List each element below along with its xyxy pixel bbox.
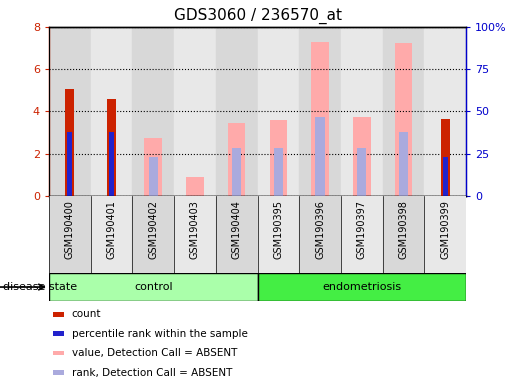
Bar bbox=[107, 99, 116, 196]
Bar bbox=[53, 371, 63, 375]
Bar bbox=[274, 148, 283, 196]
Bar bbox=[174, 196, 216, 273]
Bar bbox=[65, 89, 74, 196]
Bar bbox=[186, 177, 204, 196]
Bar bbox=[441, 119, 450, 196]
Bar bbox=[383, 196, 424, 273]
Bar bbox=[353, 117, 371, 196]
Bar bbox=[216, 196, 258, 273]
Text: GSM190404: GSM190404 bbox=[232, 200, 242, 258]
Text: GSM190395: GSM190395 bbox=[273, 200, 283, 259]
Text: control: control bbox=[134, 282, 173, 292]
Text: count: count bbox=[72, 309, 101, 319]
Bar bbox=[53, 351, 63, 356]
Text: GSM190399: GSM190399 bbox=[440, 200, 450, 258]
Text: GSM190403: GSM190403 bbox=[190, 200, 200, 258]
Bar bbox=[269, 120, 287, 196]
Bar bbox=[232, 148, 241, 196]
Bar bbox=[49, 27, 91, 196]
Bar bbox=[341, 27, 383, 196]
Text: endometriosis: endometriosis bbox=[322, 282, 401, 292]
Bar bbox=[216, 27, 258, 196]
Text: GSM190396: GSM190396 bbox=[315, 200, 325, 258]
Bar bbox=[49, 273, 258, 301]
Bar bbox=[311, 42, 329, 196]
Bar bbox=[132, 27, 174, 196]
Bar bbox=[341, 196, 383, 273]
Text: value, Detection Call = ABSENT: value, Detection Call = ABSENT bbox=[72, 348, 237, 358]
Bar bbox=[443, 157, 448, 196]
Bar bbox=[424, 27, 466, 196]
Bar bbox=[49, 196, 91, 273]
Bar bbox=[383, 27, 424, 196]
Bar bbox=[91, 196, 132, 273]
Bar bbox=[132, 196, 174, 273]
Text: GSM190398: GSM190398 bbox=[399, 200, 408, 258]
Bar bbox=[228, 123, 246, 196]
Bar bbox=[299, 196, 341, 273]
Bar bbox=[109, 132, 114, 196]
Bar bbox=[53, 331, 63, 336]
Bar bbox=[53, 312, 63, 316]
Bar bbox=[394, 43, 413, 196]
Text: percentile rank within the sample: percentile rank within the sample bbox=[72, 329, 248, 339]
Text: rank, Detection Call = ABSENT: rank, Detection Call = ABSENT bbox=[72, 367, 232, 378]
Title: GDS3060 / 236570_at: GDS3060 / 236570_at bbox=[174, 8, 341, 24]
Bar bbox=[258, 196, 299, 273]
Bar bbox=[258, 273, 466, 301]
Bar bbox=[357, 148, 366, 196]
Bar bbox=[144, 138, 162, 196]
Bar bbox=[399, 132, 408, 196]
Text: disease state: disease state bbox=[3, 282, 77, 292]
Bar bbox=[91, 27, 132, 196]
Text: GSM190400: GSM190400 bbox=[65, 200, 75, 258]
Text: GSM190402: GSM190402 bbox=[148, 200, 158, 259]
Text: GSM190401: GSM190401 bbox=[107, 200, 116, 258]
Bar bbox=[258, 27, 299, 196]
Bar bbox=[174, 27, 216, 196]
Bar bbox=[67, 132, 72, 196]
Text: GSM190397: GSM190397 bbox=[357, 200, 367, 259]
Bar bbox=[149, 157, 158, 196]
Bar bbox=[424, 196, 466, 273]
Bar bbox=[316, 117, 324, 196]
Bar bbox=[299, 27, 341, 196]
